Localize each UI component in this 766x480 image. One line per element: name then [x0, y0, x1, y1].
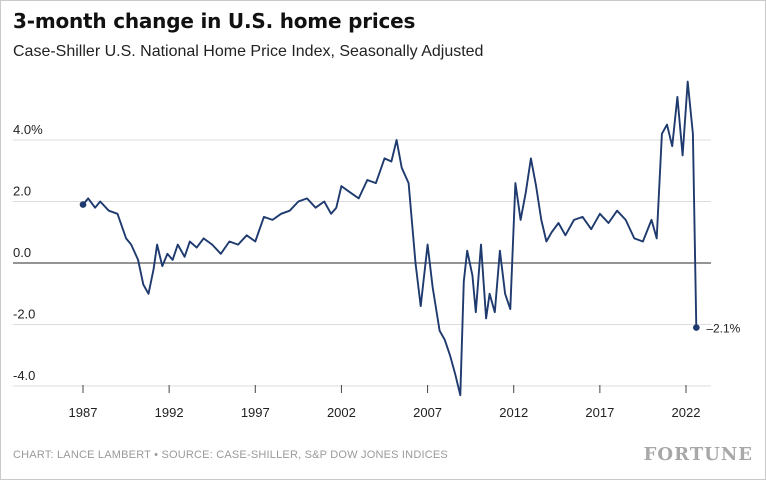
y-axis-tick-labels: 4.0% 2.0 0.0 -2.0 -4.0 [13, 122, 43, 383]
fortune-logo: FORTUNE [643, 444, 753, 465]
y-tick-label: -4.0 [13, 368, 35, 383]
source-credit: CHART: LANCE LAMBERT • SOURCE: CASE-SHIL… [13, 449, 448, 461]
x-tick-label: 2017 [585, 405, 614, 420]
x-tick-label: 1992 [155, 405, 184, 420]
x-axis-tick-labels: 1987 1992 1997 2002 2007 2012 2017 2022 [69, 385, 701, 420]
x-tick-label: 2007 [413, 405, 442, 420]
chart-subtitle: Case-Shiller U.S. National Home Price In… [13, 43, 484, 60]
x-tick-label: 2012 [499, 405, 528, 420]
series-line [82, 80, 698, 397]
y-tick-label: 4.0% [13, 122, 43, 137]
grid-lines [13, 139, 711, 387]
y-tick-label: 0.0 [13, 245, 31, 260]
y-tick-label: -2.0 [13, 307, 35, 322]
annotation-group: –2.1% [706, 322, 740, 336]
x-tick-label: 1997 [241, 405, 270, 420]
end-value-label: –2.1% [706, 322, 740, 336]
x-tick-label: 2022 [672, 405, 701, 420]
series-group [79, 80, 700, 397]
x-tick-label: 2002 [327, 405, 356, 420]
x-tick-label: 1987 [69, 405, 98, 420]
start-point [79, 201, 87, 208]
y-tick-label: 2.0 [13, 184, 31, 199]
chart-title: 3-month change in U.S. home prices [13, 9, 416, 33]
end-point [693, 324, 700, 331]
